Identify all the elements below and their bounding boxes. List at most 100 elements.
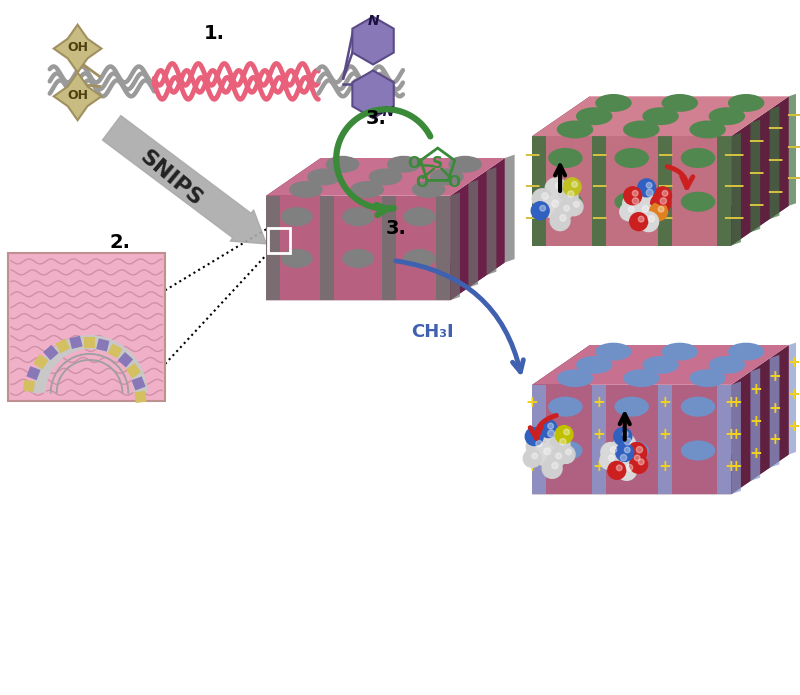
Text: —: — [723, 179, 739, 193]
Circle shape [646, 183, 652, 188]
Text: +: + [768, 400, 781, 416]
Text: +: + [749, 382, 762, 397]
Circle shape [564, 430, 570, 435]
Text: +: + [725, 427, 738, 442]
Bar [26, 366, 41, 380]
Text: +: + [749, 414, 762, 429]
Text: —: — [657, 210, 673, 225]
Ellipse shape [662, 343, 698, 361]
Polygon shape [532, 206, 789, 245]
Ellipse shape [709, 107, 745, 125]
Text: —: — [767, 183, 782, 199]
Circle shape [566, 449, 571, 455]
Circle shape [622, 431, 628, 437]
Circle shape [550, 434, 570, 455]
Ellipse shape [681, 148, 715, 168]
Circle shape [572, 181, 578, 187]
Ellipse shape [342, 249, 374, 268]
Polygon shape [532, 97, 789, 136]
Ellipse shape [548, 148, 582, 168]
Circle shape [601, 443, 621, 462]
Circle shape [544, 448, 550, 455]
Polygon shape [436, 196, 450, 300]
Polygon shape [532, 385, 546, 494]
Circle shape [622, 194, 642, 213]
Text: —: — [729, 179, 744, 193]
Circle shape [638, 179, 655, 197]
Ellipse shape [642, 107, 678, 125]
Ellipse shape [430, 168, 464, 186]
Ellipse shape [595, 94, 632, 112]
Circle shape [538, 425, 559, 448]
Ellipse shape [369, 168, 402, 186]
Bar [43, 345, 58, 360]
Polygon shape [450, 158, 505, 300]
Circle shape [555, 425, 573, 443]
Text: —: — [723, 147, 739, 161]
Ellipse shape [281, 207, 313, 227]
Text: +: + [526, 427, 538, 442]
Bar [134, 391, 146, 403]
Text: +: + [526, 395, 538, 410]
Ellipse shape [387, 156, 421, 173]
Bar [8, 254, 165, 401]
Circle shape [539, 420, 557, 438]
Circle shape [638, 216, 644, 222]
Text: S: S [432, 156, 443, 172]
Circle shape [648, 215, 654, 222]
Circle shape [620, 455, 626, 461]
Polygon shape [505, 154, 514, 263]
Circle shape [526, 427, 543, 445]
Polygon shape [770, 106, 779, 219]
Circle shape [548, 430, 554, 437]
Circle shape [542, 193, 548, 199]
Ellipse shape [728, 343, 764, 361]
Ellipse shape [614, 441, 649, 461]
Circle shape [636, 185, 658, 206]
Circle shape [556, 453, 562, 459]
Polygon shape [789, 342, 798, 455]
Circle shape [574, 202, 579, 207]
Ellipse shape [623, 369, 659, 387]
Polygon shape [718, 136, 731, 245]
Ellipse shape [448, 156, 482, 173]
Polygon shape [532, 385, 731, 494]
Polygon shape [352, 70, 394, 118]
Circle shape [534, 443, 555, 466]
Ellipse shape [623, 120, 659, 138]
Circle shape [600, 452, 618, 469]
Text: +: + [658, 395, 671, 410]
Ellipse shape [728, 94, 764, 112]
Circle shape [555, 202, 573, 220]
Circle shape [616, 443, 634, 461]
Polygon shape [32, 335, 147, 393]
Text: +: + [730, 427, 742, 442]
Circle shape [624, 438, 631, 445]
Polygon shape [450, 193, 460, 300]
Ellipse shape [576, 356, 613, 374]
Text: +: + [787, 419, 800, 434]
Ellipse shape [681, 192, 715, 212]
Circle shape [632, 198, 638, 204]
Text: OH: OH [67, 89, 88, 101]
Circle shape [638, 212, 658, 231]
Polygon shape [486, 167, 496, 275]
Ellipse shape [548, 397, 582, 417]
Polygon shape [266, 158, 321, 300]
Circle shape [609, 455, 614, 461]
Bar [108, 343, 122, 359]
Text: —: — [729, 147, 744, 161]
Circle shape [628, 206, 634, 212]
Polygon shape [266, 158, 505, 196]
Text: 3.: 3. [366, 109, 387, 128]
Polygon shape [532, 345, 789, 385]
Text: +: + [749, 445, 762, 461]
Polygon shape [731, 97, 789, 245]
Text: —: — [729, 210, 744, 225]
Polygon shape [266, 196, 280, 300]
Circle shape [650, 203, 667, 220]
Circle shape [552, 462, 558, 468]
Polygon shape [532, 455, 789, 494]
Ellipse shape [709, 356, 745, 374]
Circle shape [550, 211, 570, 231]
